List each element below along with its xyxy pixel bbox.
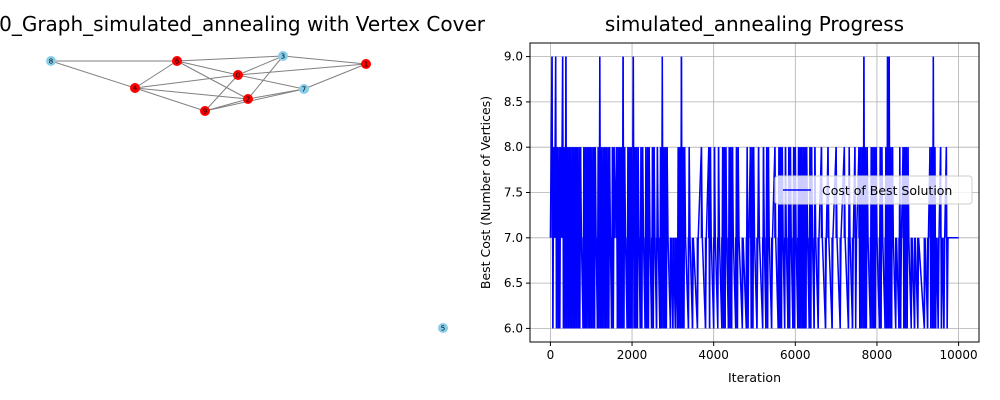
graph-edge <box>247 55 284 100</box>
x-tick-label: 4000 <box>698 348 729 362</box>
graph-edge <box>204 74 239 112</box>
graph-edge <box>303 63 367 90</box>
graph-edge <box>282 55 367 65</box>
graph-edge <box>176 55 284 62</box>
graph-node-marker <box>46 56 56 66</box>
graph-node-label: 8 <box>49 58 53 66</box>
legend-label: Cost of Best Solution <box>822 183 952 198</box>
graph-node-label: 1 <box>364 61 368 69</box>
x-tick-label: 2000 <box>617 348 648 362</box>
graph-node-marker <box>278 51 288 61</box>
y-tick-label: 8.0 <box>504 140 523 154</box>
x-tick-label: 8000 <box>862 348 893 362</box>
graph-edge <box>176 60 239 76</box>
y-tick-label: 9.0 <box>504 50 523 64</box>
graph-node-marker <box>243 94 253 104</box>
graph-node-label: 3 <box>281 53 285 61</box>
graph-edge <box>134 87 206 112</box>
graph-node: 9 <box>200 106 210 116</box>
y-tick-label: 7.5 <box>504 186 523 200</box>
graph-edge <box>204 88 305 112</box>
graph-edge <box>134 74 239 89</box>
y-ticks: 6.0 6.5 7.0 7.5 8.0 8.5 9.0 <box>504 50 530 335</box>
graph-edge <box>237 55 284 76</box>
graph-edge <box>176 60 249 100</box>
graph-panel: Graph_10_Graph_simulated_annealing with … <box>0 12 486 333</box>
graph-edge <box>237 63 367 76</box>
x-ticks: 0 2000 4000 6000 8000 10000 <box>547 342 978 362</box>
graph-edge <box>50 60 136 89</box>
progress-title: simulated_annealing Progress <box>605 12 904 36</box>
graph-node-label: 7 <box>302 86 306 94</box>
graph-node-marker <box>438 323 448 333</box>
x-tick-label: 10000 <box>939 348 977 362</box>
graph-node-marker <box>130 83 140 93</box>
graph-edge <box>134 87 249 100</box>
graph-node: 2 <box>243 94 253 104</box>
y-tick-label: 6.0 <box>504 321 523 335</box>
graph-node: 3 <box>278 51 288 61</box>
graph-node: 0 <box>233 70 243 80</box>
graph-node-label: 5 <box>441 325 445 333</box>
graph-node-label: 9 <box>203 108 207 116</box>
graph-node: 5 <box>438 323 448 333</box>
progress-panel: simulated_annealing Progress 0 2000 4000 60… <box>478 12 980 385</box>
x-axis-label: Iteration <box>728 370 781 385</box>
graph-node-label: 0 <box>236 72 240 80</box>
legend: Cost of Best Solution <box>774 175 973 205</box>
graph-edge <box>237 74 305 90</box>
graph-node-marker <box>361 59 371 69</box>
graph-edge <box>204 98 249 112</box>
y-axis-label: Best Cost (Number of Vertices) <box>478 96 493 289</box>
y-tick-label: 7.0 <box>504 231 523 245</box>
nodes-layer: 0 1 2 3 4 5 6 7 8 9 <box>46 51 448 333</box>
x-tick-label: 0 <box>547 348 555 362</box>
y-tick-label: 8.5 <box>504 95 523 109</box>
graph-node-marker <box>200 106 210 116</box>
graph-node-marker <box>172 56 182 66</box>
graph-node: 6 <box>172 56 182 66</box>
graph-node: 1 <box>361 59 371 69</box>
graph-node: 8 <box>46 56 56 66</box>
graph-node: 7 <box>299 84 309 94</box>
graph-node-marker <box>233 70 243 80</box>
edges-layer <box>50 55 367 112</box>
legend-box <box>774 175 973 205</box>
x-tick-label: 6000 <box>780 348 811 362</box>
graph-node-label: 6 <box>175 58 180 66</box>
graph-node-label: 4 <box>133 85 138 93</box>
graph-node-label: 2 <box>246 96 250 104</box>
graph-node: 4 <box>130 83 140 93</box>
graph-edge <box>134 60 178 89</box>
graph-title: Graph_10_Graph_simulated_annealing with … <box>0 12 486 36</box>
y-tick-label: 6.5 <box>504 276 523 290</box>
graph-node-marker <box>299 84 309 94</box>
